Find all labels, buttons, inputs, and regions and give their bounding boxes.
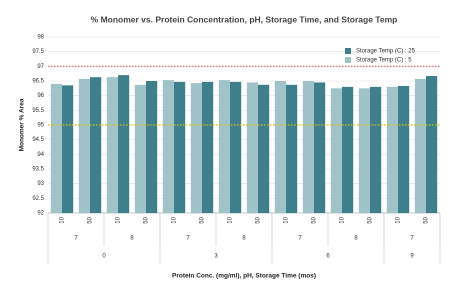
- x-tick-label: 50: [144, 216, 150, 223]
- subgroup-label: 8: [242, 236, 246, 242]
- group-label: 3: [214, 254, 218, 260]
- legend-swatch: [345, 57, 351, 63]
- x-tick-label: 10: [172, 216, 178, 223]
- y-tick-label: 92.5: [32, 196, 44, 202]
- bar: [330, 88, 342, 213]
- x-tick-label: 50: [256, 216, 262, 223]
- bar: [314, 82, 326, 213]
- bar: [370, 86, 382, 213]
- y-tick-label: 95.5: [32, 108, 44, 114]
- y-tick-label: 97.5: [32, 49, 44, 55]
- y-tick-label: 93.5: [32, 167, 44, 173]
- y-tick-label: 93: [37, 181, 44, 187]
- bar: [386, 86, 398, 213]
- subgroup-label: 8: [354, 236, 358, 242]
- group-label: 0: [102, 254, 106, 260]
- bar: [358, 88, 370, 213]
- bar: [134, 84, 146, 214]
- x-tick-label: 10: [396, 216, 402, 223]
- y-tick-label: 96.5: [32, 79, 44, 85]
- x-tick-label: 50: [312, 216, 318, 223]
- bar: [78, 78, 90, 214]
- x-axis-title: Protein Conc. (mg/ml), pH, Storage Time …: [172, 273, 316, 280]
- bar: [342, 86, 354, 213]
- subgroup-label: 8: [130, 236, 134, 242]
- y-tick-label: 98: [37, 35, 44, 41]
- bar: [414, 78, 426, 214]
- bar: [218, 80, 230, 214]
- x-tick-label: 10: [116, 216, 122, 223]
- bar: [190, 83, 202, 213]
- bar: [302, 81, 314, 213]
- x-tick-label: 10: [284, 216, 290, 223]
- x-tick-label: 50: [424, 216, 430, 223]
- x-tick-label: 50: [200, 216, 206, 223]
- x-tick-label: 10: [340, 216, 346, 223]
- subgroup-label: 7: [410, 236, 414, 242]
- chart-title: % Monomer vs. Protein Concentration, pH,…: [91, 14, 398, 24]
- legend-swatch: [345, 48, 351, 54]
- bar: [286, 84, 298, 214]
- y-tick-label: 94.5: [32, 137, 44, 143]
- bar: [62, 85, 74, 213]
- y-axis-title: Monomer % Area: [19, 98, 26, 151]
- bar: [258, 84, 270, 214]
- bar: [398, 85, 410, 213]
- y-tick-label: 92: [37, 211, 44, 217]
- bar: [162, 80, 174, 214]
- bar: [174, 81, 186, 213]
- bar: [246, 82, 258, 213]
- group-label: 9: [410, 254, 414, 260]
- bar: [202, 81, 214, 213]
- x-tick-label: 10: [228, 216, 234, 223]
- x-tick-label: 50: [368, 216, 374, 223]
- bar: [50, 83, 62, 213]
- x-tick-label: 50: [88, 216, 94, 223]
- bar: [106, 77, 118, 213]
- y-tick-label: 96: [37, 93, 44, 99]
- bar: [230, 81, 242, 213]
- bar: [146, 81, 158, 213]
- bar: [426, 76, 438, 213]
- y-tick-label: 95: [37, 123, 44, 129]
- bar: [118, 75, 130, 213]
- subgroup-label: 7: [74, 236, 78, 242]
- bar: [274, 81, 286, 213]
- legend-label: Storage Temp (C) : 5: [356, 58, 412, 64]
- y-tick-label: 97: [37, 64, 44, 70]
- bar: [90, 77, 102, 213]
- subgroup-label: 7: [186, 236, 190, 242]
- group-label: 6: [326, 254, 330, 260]
- subgroup-label: 7: [298, 236, 302, 242]
- legend-label: Storage Temp (C) : 25: [356, 49, 416, 55]
- y-tick-label: 94: [37, 152, 44, 158]
- x-tick-label: 10: [60, 216, 66, 223]
